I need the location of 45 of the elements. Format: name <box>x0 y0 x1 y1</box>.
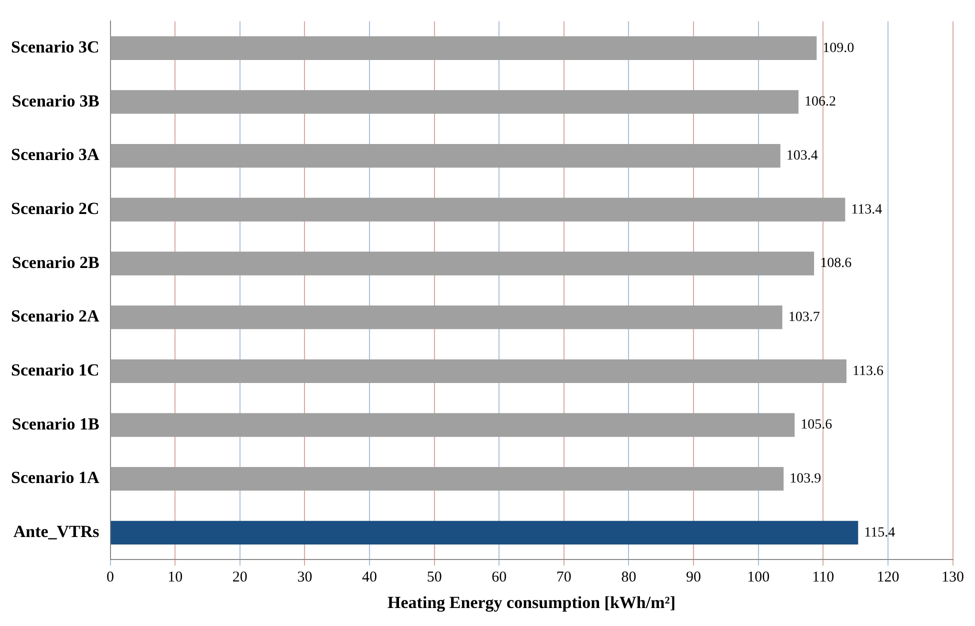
y-tick-label: Ante_VTRs <box>13 522 100 542</box>
bar <box>110 36 817 60</box>
x-tick-label: 20 <box>232 570 248 586</box>
bar <box>110 413 795 437</box>
y-tick-label: Scenario 3A <box>11 145 100 164</box>
data-label: 103.7 <box>788 310 820 325</box>
x-tick-label: 80 <box>621 570 636 586</box>
y-tick-label: Scenario 1A <box>11 468 100 488</box>
x-tick-label: 120 <box>876 570 900 586</box>
data-label: 105.6 <box>800 418 832 433</box>
data-label: 113.6 <box>852 364 884 379</box>
data-label: 115.4 <box>864 525 896 540</box>
x-tick-label: 40 <box>362 570 378 586</box>
bar <box>110 305 782 330</box>
y-tick-label: Scenario 2C <box>11 199 100 218</box>
bar <box>110 90 799 114</box>
data-label: 103.4 <box>786 148 818 164</box>
data-label: 103.9 <box>790 472 822 487</box>
y-tick-label: Scenario 2A <box>11 306 100 326</box>
y-tick-label: Scenario 3C <box>11 38 100 57</box>
y-tick-label: Scenario 1B <box>12 414 100 434</box>
y-tick-label: Scenario 1C <box>11 360 100 380</box>
bar <box>110 520 858 545</box>
x-tick-label: 30 <box>297 570 312 586</box>
x-tick-label: 70 <box>556 570 572 586</box>
x-axis-title: Heating Energy consumption [kWh/m²] <box>388 593 676 612</box>
x-tick-label: 90 <box>686 570 702 586</box>
x-tick-label: 50 <box>426 570 442 586</box>
x-tick-label: 100 <box>747 570 770 586</box>
bar <box>110 198 846 222</box>
x-tick-label: 0 <box>106 570 114 586</box>
x-tick-label: 60 <box>492 570 507 586</box>
bar <box>110 144 780 168</box>
x-tick-label: 10 <box>168 570 183 586</box>
y-tick-label: Scenario 3B <box>12 91 100 110</box>
data-label: 109.0 <box>822 40 854 56</box>
x-tick-label: 130 <box>942 570 964 586</box>
y-tick-label: Scenario 2B <box>12 252 100 272</box>
data-label: 113.4 <box>851 202 882 218</box>
data-label: 108.6 <box>820 256 852 272</box>
bar <box>110 359 846 384</box>
x-tick-label: 110 <box>812 570 834 586</box>
bar <box>110 466 784 491</box>
data-label: 106.2 <box>804 94 836 110</box>
bar <box>110 252 814 276</box>
